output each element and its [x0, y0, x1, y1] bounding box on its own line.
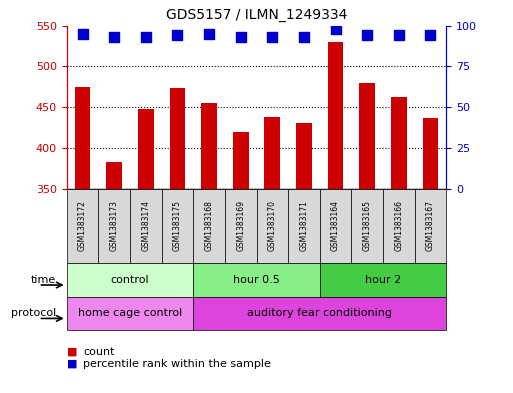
Text: GSM1383167: GSM1383167	[426, 200, 435, 252]
Point	[394, 32, 403, 39]
Bar	[391, 97, 407, 189]
Bar	[423, 118, 439, 189]
Bar	[138, 109, 154, 189]
Bar	[296, 123, 312, 189]
Text: ■: ■	[67, 358, 77, 369]
Text: GSM1383168: GSM1383168	[205, 200, 213, 252]
Point	[268, 34, 277, 40]
Text: GSM1383174: GSM1383174	[141, 200, 150, 252]
Text: GSM1383165: GSM1383165	[363, 200, 372, 252]
Text: GSM1383170: GSM1383170	[268, 200, 277, 252]
Point	[300, 34, 308, 40]
Bar	[74, 87, 90, 189]
Text: GSM1383166: GSM1383166	[394, 200, 403, 252]
Text: GSM1383164: GSM1383164	[331, 200, 340, 252]
Point	[426, 32, 435, 39]
Point	[331, 26, 340, 32]
Text: auditory fear conditioning: auditory fear conditioning	[247, 309, 392, 318]
Text: ■: ■	[67, 347, 77, 357]
Text: GSM1383172: GSM1383172	[78, 200, 87, 252]
Text: hour 0.5: hour 0.5	[233, 275, 280, 285]
Point	[173, 32, 182, 39]
Point	[236, 34, 245, 40]
Point	[110, 34, 118, 40]
Text: control: control	[111, 275, 149, 285]
Point	[78, 31, 87, 37]
Bar	[233, 132, 249, 189]
Point	[142, 34, 150, 40]
Point	[205, 31, 213, 37]
Bar	[264, 117, 280, 189]
Title: GDS5157 / ILMN_1249334: GDS5157 / ILMN_1249334	[166, 8, 347, 22]
Text: protocol: protocol	[11, 309, 56, 318]
Bar	[359, 83, 375, 189]
Text: GSM1383171: GSM1383171	[300, 200, 308, 252]
Text: hour 2: hour 2	[365, 275, 401, 285]
Text: GSM1383173: GSM1383173	[110, 200, 119, 252]
Bar	[169, 88, 185, 189]
Text: percentile rank within the sample: percentile rank within the sample	[83, 358, 271, 369]
Text: time: time	[31, 275, 56, 285]
Text: count: count	[83, 347, 114, 357]
Text: home cage control: home cage control	[78, 309, 182, 318]
Bar	[201, 103, 217, 189]
Point	[363, 32, 371, 39]
Text: GSM1383175: GSM1383175	[173, 200, 182, 252]
Bar	[106, 162, 122, 189]
Bar	[328, 42, 344, 189]
Text: GSM1383169: GSM1383169	[236, 200, 245, 252]
